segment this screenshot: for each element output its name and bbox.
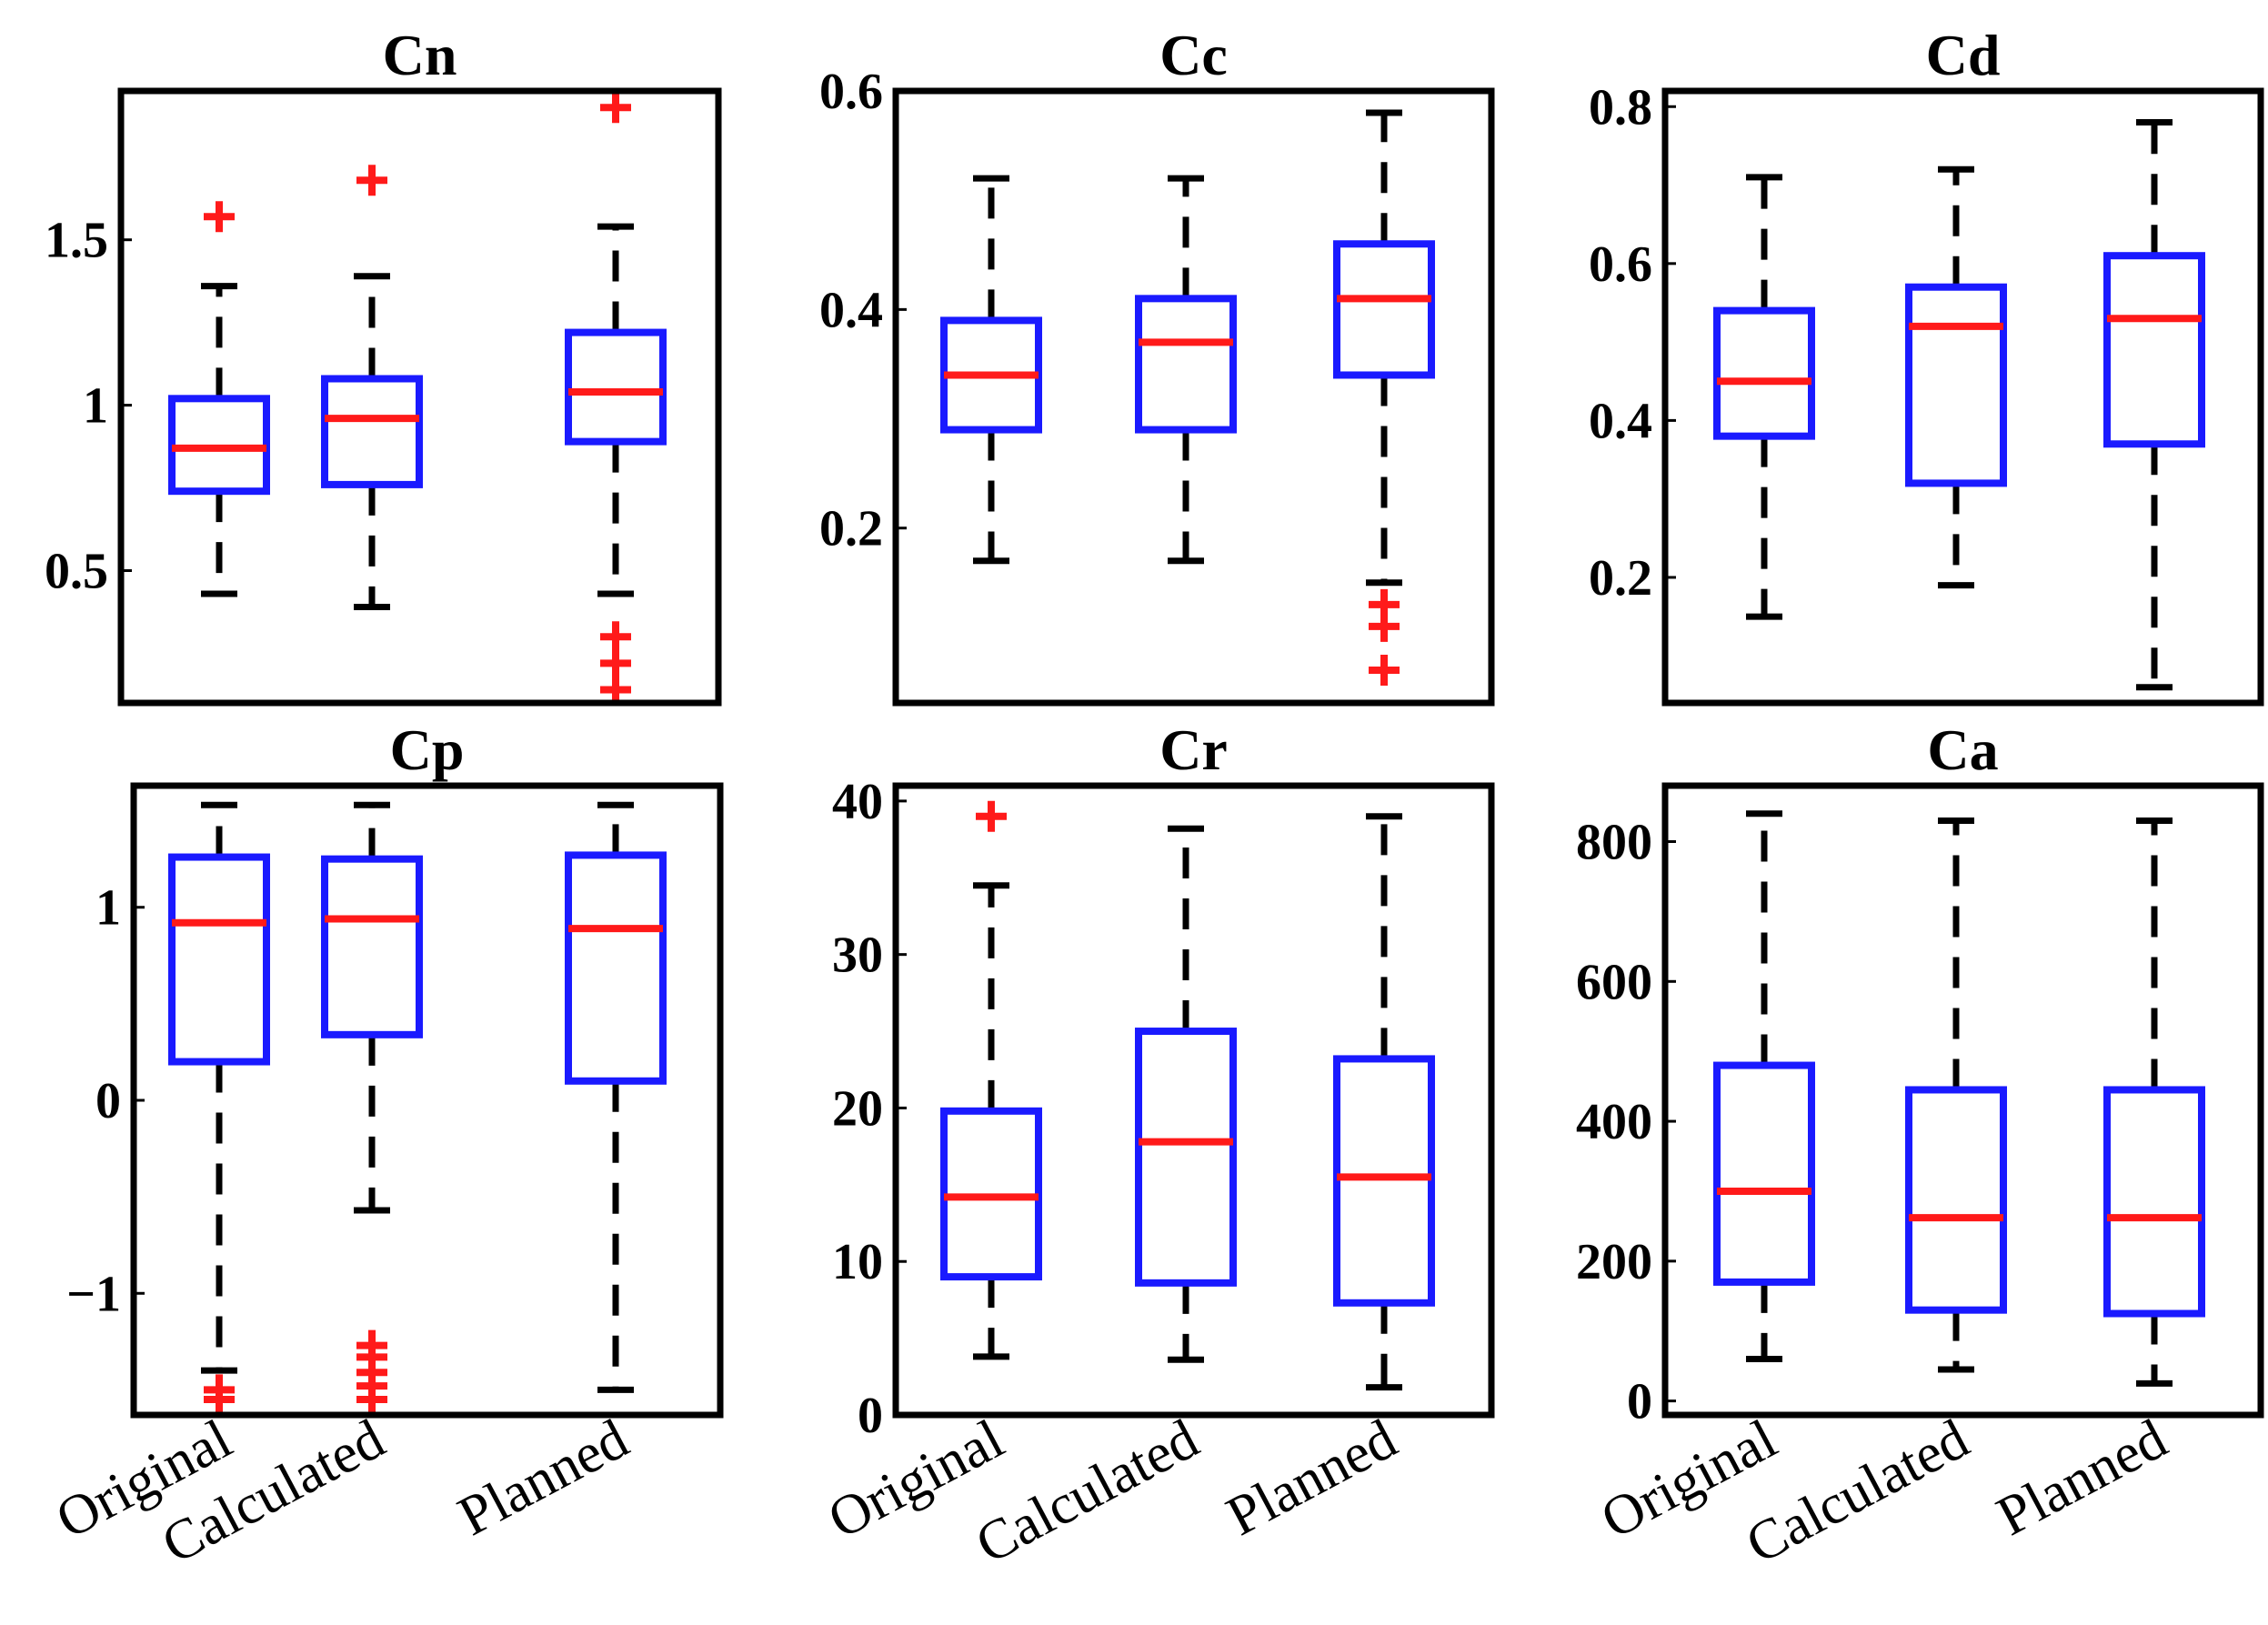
axes-frame bbox=[1661, 87, 2264, 707]
box-original bbox=[1713, 174, 1815, 620]
box-planned bbox=[2103, 119, 2205, 691]
x-tick-label: Calculated bbox=[967, 1408, 1209, 1576]
y-tick-label: 1 bbox=[95, 880, 121, 937]
panel-cc: Cc 0.2 0.4 0.6 bbox=[819, 23, 1495, 707]
outlier-marker bbox=[976, 800, 1007, 832]
y-tick-label: 10 bbox=[832, 1234, 883, 1290]
outlier-marker bbox=[1369, 610, 1400, 642]
panel-cn: Cn 0.5 1 1.5 bbox=[45, 23, 722, 707]
box-calculated bbox=[1135, 825, 1237, 1363]
y-tick-label: 0.4 bbox=[819, 282, 883, 338]
panel-title: Cr bbox=[1159, 717, 1228, 782]
box-planned bbox=[565, 801, 667, 1393]
box-original bbox=[940, 175, 1042, 565]
y-tick-label: 0.6 bbox=[1589, 236, 1652, 293]
iqr-box bbox=[1713, 1061, 1815, 1286]
y-tick-label: 1 bbox=[83, 378, 108, 435]
y-tick-label: 600 bbox=[1576, 954, 1652, 1010]
iqr-box bbox=[565, 328, 667, 446]
iqr-box bbox=[1333, 240, 1435, 379]
x-tick-label: Planned bbox=[448, 1408, 637, 1548]
iqr-box bbox=[2103, 1086, 2205, 1318]
outlier-marker bbox=[600, 647, 631, 679]
iqr-box bbox=[321, 855, 423, 1038]
outlier-marker bbox=[600, 621, 631, 653]
y-tick-label: 0.2 bbox=[1589, 550, 1652, 607]
iqr-box bbox=[168, 853, 270, 1066]
iqr-box bbox=[2103, 252, 2205, 448]
iqr-box bbox=[1135, 1028, 1237, 1287]
panel-cd: Cd 0.2 0.4 0.6 0.8 bbox=[1589, 23, 2264, 707]
y-tick-label: 40 bbox=[832, 774, 883, 830]
y-tick-label: 0.4 bbox=[1589, 393, 1652, 449]
outlier-marker bbox=[204, 1384, 235, 1416]
box-planned bbox=[565, 92, 667, 706]
outlier-marker bbox=[356, 1384, 387, 1416]
iqr-box bbox=[1333, 1055, 1435, 1307]
y-tick-label: 0.8 bbox=[1589, 79, 1652, 135]
y-tick-label: −1 bbox=[66, 1266, 121, 1322]
iqr-box bbox=[1905, 1086, 2007, 1314]
y-tick-label: 800 bbox=[1576, 815, 1652, 871]
panel-title: Cn bbox=[383, 23, 457, 87]
y-tick-label: 0.5 bbox=[45, 543, 108, 599]
axes-frame bbox=[117, 87, 722, 707]
y-tick-label: 0 bbox=[95, 1073, 121, 1129]
axes-frame bbox=[130, 782, 724, 1419]
panel-title: Cp bbox=[390, 717, 465, 782]
box-calculated bbox=[1135, 175, 1237, 565]
y-tick-label: 1.5 bbox=[45, 213, 108, 269]
iqr-box bbox=[1905, 283, 2007, 487]
box-planned bbox=[2103, 817, 2205, 1387]
y-tick-label: 0.2 bbox=[819, 501, 883, 557]
y-tick-label: 20 bbox=[832, 1080, 883, 1137]
box-calculated bbox=[321, 165, 423, 611]
outlier-marker bbox=[600, 92, 631, 124]
box-calculated bbox=[1905, 166, 2007, 589]
y-tick-label: 0 bbox=[1627, 1374, 1652, 1430]
box-original bbox=[168, 201, 270, 597]
y-tick-label: 30 bbox=[832, 928, 883, 984]
y-tick-label: 0 bbox=[858, 1388, 883, 1444]
axes-frame bbox=[892, 782, 1495, 1419]
panel-title: Cc bbox=[1159, 23, 1228, 87]
iqr-box bbox=[1135, 295, 1237, 434]
box-planned bbox=[1333, 813, 1435, 1391]
x-tick-label: Calculated bbox=[1737, 1408, 1979, 1576]
x-tick-label: Planned bbox=[1987, 1408, 2176, 1548]
panel-title: Ca bbox=[1927, 717, 1998, 782]
y-tick-label: 200 bbox=[1576, 1234, 1652, 1290]
box-calculated bbox=[321, 801, 423, 1416]
y-tick-label: 0.6 bbox=[819, 64, 883, 120]
x-tick-label: Planned bbox=[1217, 1408, 1406, 1548]
iqr-box bbox=[1713, 306, 1815, 440]
y-tick-label: 400 bbox=[1576, 1094, 1652, 1150]
box-original bbox=[1713, 810, 1815, 1362]
iqr-box bbox=[565, 851, 667, 1085]
outlier-marker bbox=[204, 201, 235, 233]
box-original bbox=[168, 801, 270, 1416]
box-calculated bbox=[1905, 817, 2007, 1373]
box-original bbox=[940, 800, 1042, 1360]
outlier-marker bbox=[356, 165, 387, 196]
panel-title: Cd bbox=[1926, 23, 2001, 87]
axes-frame bbox=[1661, 782, 2264, 1419]
axes-frame bbox=[892, 87, 1495, 707]
box-planned bbox=[1333, 109, 1435, 686]
iqr-box bbox=[321, 375, 423, 488]
outlier-marker bbox=[1369, 654, 1400, 686]
